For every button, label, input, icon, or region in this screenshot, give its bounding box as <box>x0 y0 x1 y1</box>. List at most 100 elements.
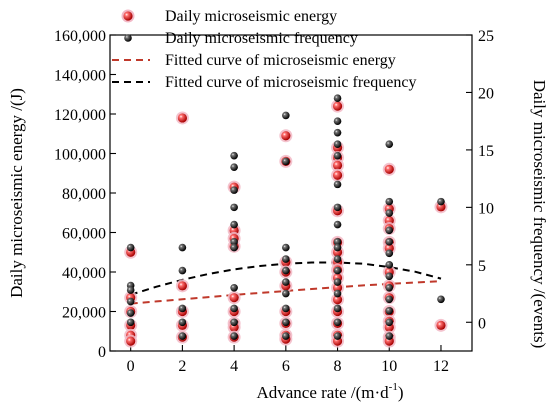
frequency-point <box>385 261 394 269</box>
y-left-tick-label: 40,000 <box>62 265 106 282</box>
frequency-point <box>282 266 290 275</box>
frequency-point <box>230 163 238 171</box>
frequency-point <box>282 332 290 340</box>
frequency-point <box>333 318 342 327</box>
energy-point <box>384 164 394 174</box>
frequency-point <box>126 243 135 252</box>
frequency-point <box>385 226 394 235</box>
frequency-point <box>126 286 135 294</box>
frequency-point <box>126 309 135 317</box>
frequency-point <box>333 94 342 102</box>
frequency-point <box>230 186 238 194</box>
y-right-tick-label: 5 <box>478 258 486 275</box>
frequency-point <box>178 318 187 327</box>
legend-energy-marker <box>123 11 133 21</box>
frequency-point <box>333 266 342 275</box>
y-right-tick-label: 20 <box>478 85 494 102</box>
x-tick-label: 2 <box>178 358 186 375</box>
x-axis-title-main: Advance rate /(m·d <box>256 383 389 402</box>
frequency-point <box>385 238 394 246</box>
y-right-tick-label: 0 <box>478 315 486 332</box>
frequency-point <box>282 289 290 298</box>
y-left-tick-label: 120,000 <box>54 107 106 124</box>
frequency-point <box>282 111 290 120</box>
legend-label: Fitted curve of microseismic energy <box>165 52 396 69</box>
frequency-point <box>333 117 342 125</box>
y-left-tick-label: 80,000 <box>62 186 106 203</box>
y-right-tick-label: 10 <box>478 200 494 217</box>
frequency-point <box>178 304 187 313</box>
frequency-point <box>126 297 135 306</box>
frequency-point <box>282 255 290 263</box>
legend-label: Fitted curve of microseismic frequency <box>165 74 416 91</box>
frequency-point <box>333 332 342 340</box>
frequency-point <box>385 140 394 148</box>
frequency-point <box>385 295 394 304</box>
frequency-point <box>385 197 394 206</box>
y-left-tick-label: 60,000 <box>62 226 106 243</box>
frequency-point <box>230 332 238 340</box>
frequency-point <box>282 304 290 313</box>
energy-point <box>281 131 291 141</box>
y-left-tick-label: 0 <box>98 344 106 361</box>
frequency-point <box>333 289 342 298</box>
frequency-point <box>126 318 135 327</box>
energy-point <box>332 101 343 111</box>
frequency-point <box>333 304 342 313</box>
frequency-point <box>437 295 445 304</box>
energy-point <box>436 320 446 330</box>
frequency-point <box>385 332 394 340</box>
energy-point <box>126 336 136 346</box>
data-points <box>124 94 448 348</box>
frequency-point <box>385 272 394 281</box>
frequency-point <box>230 284 238 292</box>
frequency-point <box>178 332 187 340</box>
y-right-tick-label: 15 <box>478 143 494 160</box>
x-tick-label: 0 <box>127 358 135 375</box>
frequency-point <box>385 284 394 292</box>
right-axis: 0 5 10 15 20 25 <box>466 28 494 332</box>
frequency-point <box>282 243 290 252</box>
frequency-point <box>385 306 394 315</box>
frequency-point <box>385 209 394 217</box>
legend-label: Daily microseismic energy <box>165 8 337 25</box>
x-axis-title-sup: -1 <box>389 381 398 393</box>
legend-label: Daily microseismic frequency <box>165 30 358 47</box>
x-axis-title-close: ) <box>398 383 404 402</box>
energy-point <box>332 283 343 293</box>
y-axis-left-title: Daily microseismic energy /(J) <box>7 88 26 298</box>
y-axis-right-title: Daily microseismic frequency /(events) <box>530 80 549 349</box>
y-left-tick-label: 160,000 <box>54 28 106 45</box>
frequency-point <box>333 238 342 246</box>
frequency-point <box>230 304 238 313</box>
x-axis: 0 2 4 6 8 10 12 <box>127 345 449 375</box>
x-tick-label: 12 <box>433 358 449 375</box>
frequency-point <box>230 203 238 212</box>
frequency-point <box>282 278 290 286</box>
energy-point <box>332 295 343 305</box>
frequency-point <box>333 220 342 229</box>
frequency-point <box>333 180 342 189</box>
frequency-point <box>385 318 394 327</box>
frequency-point <box>230 243 238 252</box>
frequency-point <box>333 255 342 263</box>
frequency-point <box>230 238 238 246</box>
x-tick-label: 4 <box>230 358 238 375</box>
frequency-point <box>178 266 187 275</box>
fitted-curve-line <box>130 280 442 305</box>
x-axis-title: Advance rate /(m·d-1) <box>256 381 403 402</box>
frequency-point <box>230 151 238 160</box>
frequency-point <box>333 151 342 160</box>
x-tick-label: 6 <box>282 358 290 375</box>
energy-point <box>229 293 239 303</box>
frequency-point <box>230 220 238 229</box>
frequency-point <box>437 197 445 206</box>
frequency-point <box>333 278 342 286</box>
x-tick-label: 10 <box>381 358 397 375</box>
x-tick-label: 8 <box>334 358 342 375</box>
y-left-tick-label: 140,000 <box>54 68 106 85</box>
legend-frequency-marker <box>124 34 132 42</box>
frequency-point <box>178 243 187 252</box>
frequency-point <box>385 249 394 258</box>
